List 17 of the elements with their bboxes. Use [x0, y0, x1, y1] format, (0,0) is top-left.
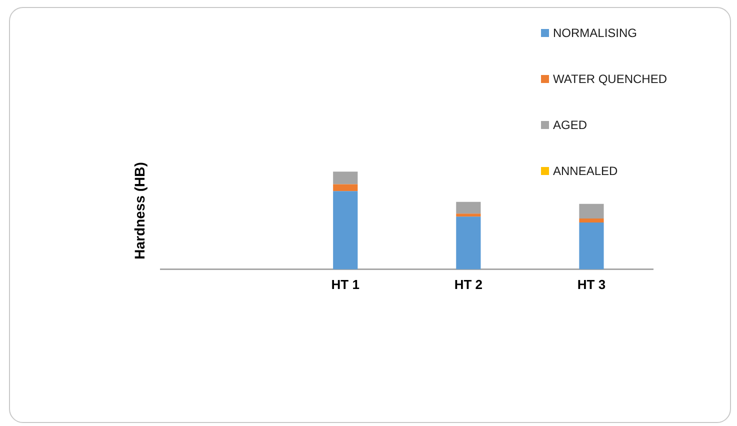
bar [456, 202, 481, 214]
bar [579, 222, 604, 270]
x-tick-label: HT 3 [577, 276, 606, 292]
x-tick-label: HT 1 [331, 276, 360, 292]
legend-label: ANNEALED [553, 164, 618, 178]
bar [579, 204, 604, 219]
bar [333, 191, 358, 270]
bar [579, 218, 604, 222]
bar [456, 214, 481, 217]
legend-label: WATER QUENCHED [553, 72, 667, 86]
y-axis-title: Hardness (HB) [131, 162, 148, 260]
bar [333, 184, 358, 192]
x-tick-label: HT 2 [454, 276, 483, 292]
legend-label: NORMALISING [553, 26, 638, 40]
legend-label: AGED [553, 118, 588, 132]
bar [333, 172, 358, 184]
bar [456, 216, 481, 270]
